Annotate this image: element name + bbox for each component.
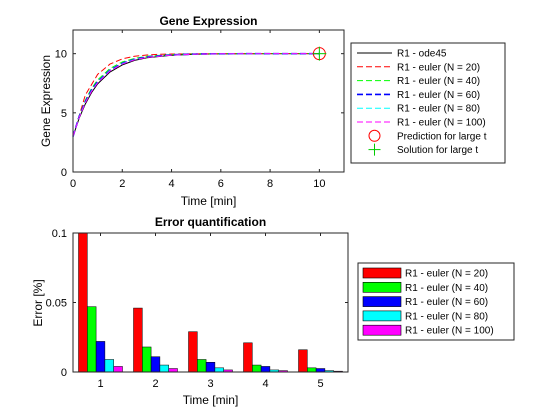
x-axis-label-bottom: Time [min] [183, 393, 239, 407]
x-tick-label-top: 2 [119, 178, 125, 190]
y-tick-label-bottom: 0 [61, 367, 67, 379]
plot-area-bottom [73, 233, 348, 372]
error-bar [113, 366, 123, 373]
legend-items-top: R1 - ode45 R1 - euler (N = 20) R1 - euler … [357, 49, 487, 156]
legend-swatch-bottom [362, 296, 402, 307]
plot-area-top [73, 30, 344, 172]
legend-label-top: R1 - euler (N = 100) [397, 118, 486, 129]
end-markers-top [312, 46, 327, 61]
legend-items-bottom: R1 - euler (N = 20) R1 - euler (N = 40) R1… [362, 267, 494, 337]
error-quantification-chart: Error quantification Time [min] Error [%… [31, 215, 349, 407]
legend-swatch-bottom [362, 324, 402, 336]
legend-circle-marker [368, 129, 381, 142]
x-tick-label-bottom: 4 [262, 378, 268, 390]
error-bar [104, 359, 114, 373]
error-bar [133, 307, 143, 373]
error-bar [159, 364, 169, 373]
y-tick-label-top: 10 [55, 49, 67, 61]
error-bar [307, 367, 317, 373]
x-tick-label-top: 8 [267, 178, 273, 190]
legend-bottom: R1 - euler (N = 20) R1 - euler (N = 40) R1… [357, 262, 515, 341]
series-line-euler-1 [72, 53, 320, 137]
error-bar [95, 341, 106, 373]
plot-frame-bottom [72, 232, 349, 373]
error-bar [142, 346, 152, 373]
error-bar [205, 362, 216, 373]
x-tick-label-top: 4 [168, 178, 174, 190]
y-tick-label-top: 0 [61, 167, 67, 179]
error-bar [188, 331, 198, 373]
legend-label-top: R1 - ode45 [397, 49, 447, 60]
error-bar [168, 368, 178, 373]
x-tick-label-bottom: 5 [317, 378, 323, 390]
bars-bottom [78, 232, 343, 373]
error-bar [260, 366, 271, 373]
x-tick-label-bottom: 3 [207, 378, 213, 390]
plot-frame-top [72, 29, 345, 173]
chart-title-top: Gene Expression [159, 14, 257, 28]
error-bar [252, 364, 262, 373]
chart-title-bottom: Error quantification [155, 215, 266, 229]
legend-label-top: Prediction for large t [397, 131, 487, 142]
error-bar [150, 356, 161, 373]
series-line-euler-5 [72, 53, 320, 137]
legend-label-top: R1 - euler (N = 60) [397, 90, 480, 101]
tick-labels-top: 0 2 4 6 8 10 0 5 10 [55, 30, 344, 190]
x-axis-label-top: Time [min] [181, 194, 237, 208]
legend-top: R1 - ode45 R1 - euler (N = 20) R1 - euler … [350, 42, 506, 164]
y-axis-label-top: Gene Expression [39, 55, 53, 147]
x-tick-label-bottom: 1 [97, 378, 103, 390]
y-tick-label-top: 5 [61, 108, 67, 120]
legend-label-bottom: R1 - euler (N = 80) [405, 311, 488, 322]
error-bar [78, 232, 88, 373]
series-lines-top [72, 52, 320, 137]
legend-label-bottom: R1 - euler (N = 20) [405, 269, 488, 280]
error-bar [197, 359, 207, 373]
legend-box-top [350, 42, 506, 164]
error-bar [315, 368, 326, 373]
gene-expression-chart: Gene Expression Time [min] Gene Expressi… [39, 14, 345, 208]
legend-swatch-bottom [362, 267, 402, 279]
legend-label-bottom: R1 - euler (N = 40) [405, 283, 488, 294]
x-tick-label-top: 6 [218, 178, 224, 190]
legend-label-top: R1 - euler (N = 20) [397, 62, 480, 73]
y-axis-label-bottom: Error [%] [31, 279, 45, 326]
legend-label-top: R1 - euler (N = 40) [397, 76, 480, 87]
x-tick-label-top: 10 [313, 178, 325, 190]
legend-swatch-bottom [362, 310, 402, 322]
legend-swatch-bottom [362, 281, 402, 293]
x-tick-label-top: 0 [70, 178, 76, 190]
legend-label-top: Solution for large t [397, 145, 478, 156]
x-tick-label-bottom: 2 [152, 378, 158, 390]
error-bar [243, 342, 253, 373]
error-bar [214, 367, 224, 373]
legend-label-bottom: R1 - euler (N = 60) [405, 297, 488, 308]
error-bar [298, 349, 308, 373]
error-bar [87, 306, 97, 373]
legend-label-top: R1 - euler (N = 80) [397, 104, 480, 115]
solution-marker [312, 46, 327, 61]
tick-labels-bottom: 1 2 3 4 5 0 0.05 0.1 [46, 228, 348, 390]
y-tick-label-bottom: 0.1 [52, 228, 67, 240]
legend-label-bottom: R1 - euler (N = 100) [405, 326, 494, 337]
y-tick-label-bottom: 0.05 [46, 298, 67, 310]
